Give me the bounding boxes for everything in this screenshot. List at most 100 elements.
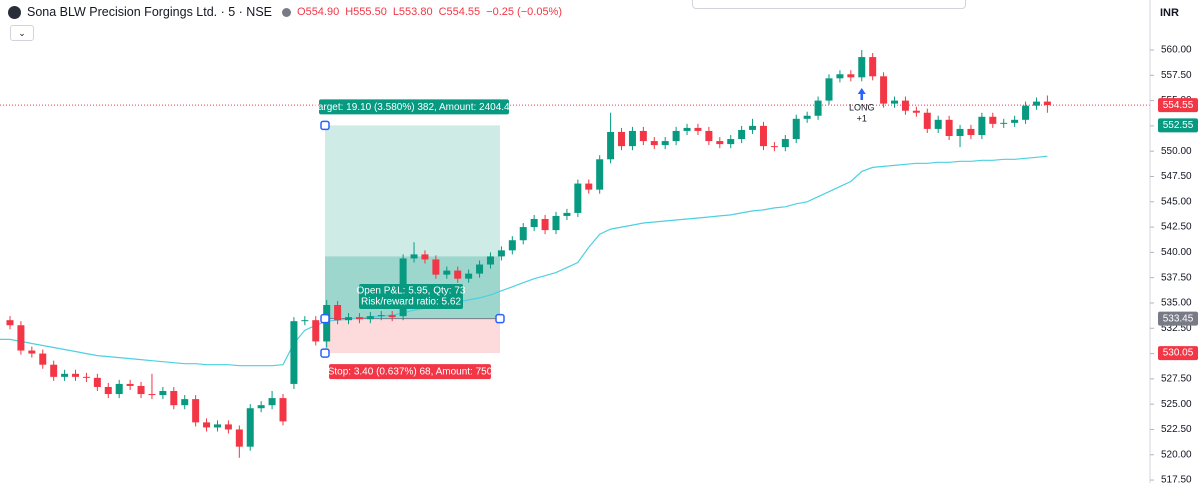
candle-body [301,320,309,322]
candle-body [1022,105,1030,120]
candle-body [508,240,516,251]
candle-body [912,110,920,113]
candle-body [607,131,615,160]
currency[interactable]: INR [1160,7,1179,19]
candle-body [891,100,899,104]
candle-body [476,264,484,274]
candle-body [454,270,462,279]
candle-body [104,386,112,395]
candle-body [72,373,80,377]
position-handle [320,120,330,131]
candle-body [628,130,636,147]
candle-body [6,320,14,326]
candle-body [93,377,101,387]
price-label: 533.45 [1163,313,1194,324]
y-tick-label: 557.50 [1161,70,1192,81]
candle-body [923,112,931,129]
candle-body [465,273,473,279]
ohlc-close: C554.55 [438,6,481,18]
candle-body [137,385,145,395]
candle-body [410,254,418,259]
y-tick-label: 532.50 [1161,323,1192,334]
candle-body [836,74,844,79]
symbol-logo [8,5,21,19]
rr-label: Risk/reward ratio: 5.62 [361,297,461,308]
candle-body [639,130,647,142]
candle-body [279,398,287,422]
candle-body [814,100,822,116]
candle-body [880,76,888,104]
candle-body [661,141,669,146]
candle-body [192,399,200,423]
candle-body [290,321,298,384]
price-label: 530.05 [1163,348,1194,359]
candle-body [268,398,276,406]
target-label: Target: 19.10 (3.580%) 382, Amount: 2404… [313,102,516,113]
candle-body [705,130,713,142]
candle-body [17,325,25,351]
y-tick-label: 545.00 [1161,196,1192,207]
candle-body [61,373,69,377]
pnl-label: Open P&L: 5.95, Qty: 73 [357,286,466,297]
candle-body [727,139,735,145]
candle-body [181,399,189,406]
collapse-button[interactable]: ⌄ [10,25,34,41]
stop-label-box [329,364,491,380]
candle-body [115,383,123,395]
candle-body [1011,119,1019,123]
candle-body [366,316,374,320]
candle-body [683,127,691,131]
y-tick-label: 540.00 [1161,247,1192,258]
candle-body [421,254,429,260]
candle-body [552,215,560,231]
candle-body [486,256,494,265]
target-label-box [319,99,509,115]
y-tick-label: 550.00 [1161,146,1192,157]
candle-body [203,422,211,428]
candle-body [585,183,593,190]
price-label-box [1158,346,1198,361]
ohlc-open: O554.90 [297,6,340,18]
candle-body [1043,101,1051,106]
toolbar[interactable] [692,0,966,9]
candle-body [650,141,658,146]
symbol-title: Sona BLW Precision Forgings Ltd. · 5 · N… [27,5,273,19]
candle-body [869,57,877,77]
candle-body [770,146,778,148]
candle-body [1032,101,1040,106]
candle-body [596,159,604,190]
candle-body [235,429,243,447]
y-tick-label: 522.50 [1161,424,1192,435]
candle-body [759,125,767,147]
candle-body [377,315,385,317]
candle-body [519,227,527,241]
price-label: 552.55 [1163,120,1194,131]
candle-body [159,391,167,396]
header: Sona BLW Precision Forgings Ltd. · 5 · N… [8,5,562,19]
candle-body [858,57,866,78]
long-arrow [857,88,866,100]
candle-body [443,270,451,275]
candle-body [497,250,505,257]
candle-body [224,424,232,430]
candle-body [574,183,582,213]
candle-body [738,129,746,140]
y-tick-label: 547.50 [1161,171,1192,182]
stop-label: Stop: 3.40 (0.637%) 68, Amount: 750 [328,367,493,378]
candle-body [312,320,320,342]
candle-body [213,424,221,428]
candle-body [170,391,178,406]
candle-body [334,304,342,321]
y-tick-label: 535.00 [1161,298,1192,309]
stop-zone [325,318,500,354]
candle-body [694,127,702,131]
candle-body [989,116,997,124]
candle-body [901,100,909,111]
position-handle [320,348,330,358]
candle-body [716,141,724,145]
y-tick-label: 560.00 [1161,45,1192,56]
candle-body [148,394,156,396]
candle-body [978,116,986,135]
